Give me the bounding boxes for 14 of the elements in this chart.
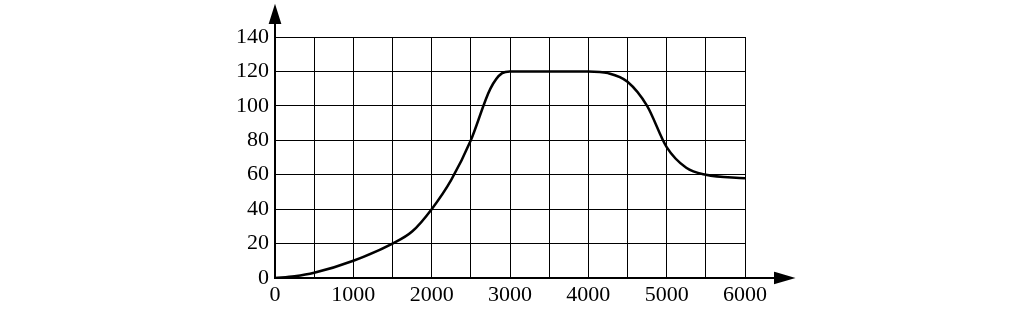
x-tick-label: 4000 <box>566 280 611 306</box>
y-tick-label: 100 <box>236 91 269 117</box>
y-tick-label: 60 <box>247 160 269 186</box>
y-tick-label: 40 <box>247 194 269 220</box>
y-tick-label: 120 <box>236 57 269 83</box>
y-tick-label: 20 <box>247 229 269 255</box>
x-tick-label: 6000 <box>723 280 767 306</box>
y-tick-label: 140 <box>236 22 269 48</box>
x-tick-label: 1000 <box>331 280 376 306</box>
x-tick-label: 5000 <box>644 280 689 306</box>
y-tick-label: 0 <box>258 263 269 289</box>
x-tick-label: 3000 <box>488 280 532 306</box>
y-tick-label: 80 <box>247 126 269 152</box>
x-tick-label: 2000 <box>409 280 454 306</box>
